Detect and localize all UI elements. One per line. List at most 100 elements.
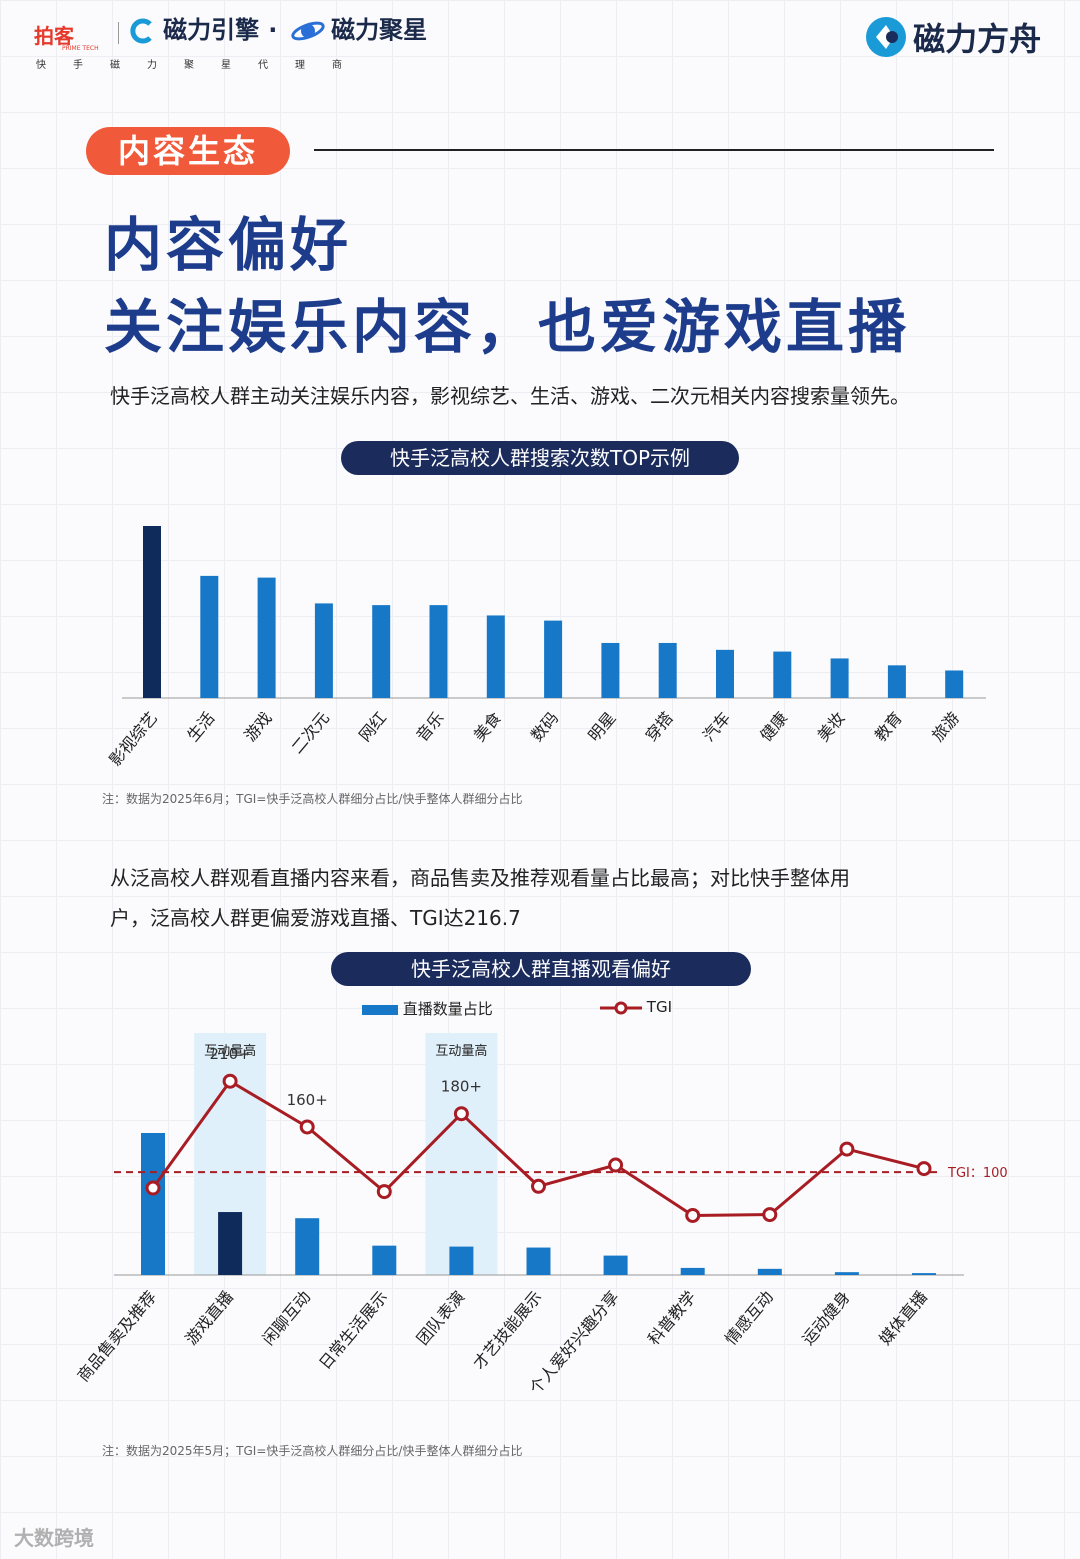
highlight-band-label: 互动量高 — [435, 1043, 487, 1059]
tgi-point-6 — [608, 1157, 624, 1173]
chart1-tick-label: 健康 — [756, 708, 791, 745]
chart1-tick-label: 二次元 — [288, 708, 333, 757]
tgi-point-3 — [376, 1184, 392, 1200]
logo-engine-text: 磁力引擎 — [163, 16, 260, 44]
chart1-tick-label: 美食 — [470, 708, 505, 745]
tgi-point-1 — [222, 1073, 238, 1089]
logo-right: 磁力方舟 — [864, 14, 1041, 60]
chart1-bar-0 — [143, 526, 161, 698]
tgi-point-7 — [685, 1207, 701, 1223]
logo-star: 磁力聚星 — [290, 16, 427, 53]
tgi-annotation-1: 160+ — [287, 1091, 328, 1109]
chart1-bar-12 — [830, 658, 849, 698]
tgi-reference-label: TGI：100 — [947, 1166, 1008, 1181]
chart2-bar-3 — [372, 1245, 397, 1275]
tgi-point-0 — [145, 1180, 161, 1196]
tgi-point-8 — [762, 1207, 778, 1223]
chart2-tick-label: 团队表演 — [413, 1287, 469, 1348]
engine-icon — [130, 18, 152, 44]
chart1-bar-2 — [257, 577, 276, 698]
chart1-note: 注：数据为2025年6月；TGI=快手泛高校人群细分占比/快手整体人群细分占比 — [102, 792, 523, 806]
chart1-tick-label: 旅游 — [928, 708, 963, 745]
chart1-bar-4 — [372, 605, 391, 698]
para2-line1: 从泛高校人群观看直播内容来看，商品售卖及推荐观看量占比最高；对比快手整体用 — [110, 866, 850, 890]
chart2-bar-6 — [603, 1255, 628, 1275]
tgi-point-9 — [839, 1141, 855, 1157]
chart1-tick-label: 影视综艺 — [105, 708, 161, 769]
chart1-bar-14 — [945, 670, 964, 698]
tgi-annotation-2: 180+ — [441, 1078, 482, 1096]
logo-divider — [118, 22, 119, 44]
chart1-tick-label: 穿搭 — [642, 708, 677, 745]
chart2-tick-label: 日常生活展示 — [315, 1287, 391, 1373]
section-divider — [314, 149, 994, 151]
chart2-tick-label: 情感互动 — [721, 1287, 777, 1348]
chart2-tick-label: 游戏直播 — [181, 1287, 237, 1348]
logo-engine: 磁力引擎 · — [128, 16, 277, 53]
chart2-title: 快手泛高校人群直播观看偏好 — [331, 952, 751, 986]
chart1-bar-6 — [486, 615, 505, 698]
intro-paragraph: 快手泛高校人群主动关注娱乐内容，影视综艺、生活、游戏、二次元相关内容搜索量领先。 — [110, 384, 910, 408]
page-title-line2: 关注娱乐内容，也爱游戏直播 — [104, 293, 911, 361]
tagline: 快手磁力聚星代理商 — [36, 60, 369, 71]
highlight-band-1 — [425, 1033, 498, 1275]
chart2-bar-1 — [218, 1212, 243, 1275]
tgi-line — [151, 1079, 925, 1217]
chart2-note: 注：数据为2025年5月；TGI=快手泛高校人群细分占比/快手整体人群细分占比 — [102, 1444, 523, 1458]
chart1-bar-5 — [429, 605, 448, 698]
chart1-tick-label: 明星 — [584, 708, 619, 745]
chart1-bar-9 — [658, 642, 677, 698]
chart1-bar-8 — [601, 642, 620, 698]
tgi-point-5 — [531, 1178, 546, 1194]
logo-separator: · — [268, 16, 278, 44]
logo-pk-brand: 拍客 — [34, 24, 74, 48]
tgi-point-2 — [299, 1119, 315, 1135]
chart2-tick-label: 媒体直播 — [875, 1287, 931, 1348]
para2-line2: 户，泛高校人群更偏爱游戏直播、TGI达216.7 — [110, 906, 521, 930]
tgi-point-4 — [453, 1106, 469, 1122]
logo-right-text: 磁力方舟 — [913, 20, 1042, 58]
legend-bar: 直播数量占比 — [362, 998, 493, 1019]
section-pill: 内容生态 — [86, 127, 290, 175]
logo-star-text: 磁力聚星 — [331, 16, 428, 44]
star-planet-icon — [291, 21, 325, 41]
chart2-bar-9 — [834, 1272, 859, 1275]
chart2-tick-label: 科普教学 — [644, 1287, 700, 1348]
chart2-bar-10 — [912, 1273, 936, 1275]
highlight-band-label: 互动量高 — [204, 1043, 256, 1059]
chart1-tick-label: 汽车 — [699, 708, 734, 745]
chart1-bar-13 — [887, 665, 906, 698]
chart1-tick-label: 游戏 — [241, 708, 276, 745]
logo-pk-sub: PRIME TECH — [62, 45, 99, 52]
legend-line-label: TGI — [646, 998, 672, 1016]
chart1-tick-label: 美妆 — [814, 708, 849, 745]
chart1-tick-label: 数码 — [527, 708, 562, 745]
logo-prime-tech: 拍客 PRIME TECH — [34, 20, 99, 52]
chart2-tick-label: 商品售卖及推荐 — [74, 1287, 161, 1385]
chart1-tick-label: 教育 — [871, 708, 906, 745]
watermark: 大数跨境 — [14, 1526, 94, 1550]
chart2-tick-label: 闲聊互动 — [259, 1287, 315, 1348]
legend-line: TGI — [600, 998, 672, 1016]
chart2-bar-2 — [295, 1218, 320, 1275]
chart2-tick-label: 运动健身 — [798, 1287, 854, 1348]
chart1-bar-7 — [544, 620, 563, 698]
chart1-tick-label: 生活 — [183, 708, 218, 745]
legend-bar-label: 直播数量占比 — [402, 1000, 493, 1018]
chart1-bar-1 — [200, 575, 219, 698]
page-title-line1: 内容偏好 — [104, 211, 353, 279]
tgi-point-10 — [916, 1161, 932, 1177]
chart1-bar-10 — [716, 649, 734, 698]
chart2-bar-8 — [757, 1268, 782, 1275]
chart1-bar-11 — [773, 651, 792, 698]
ark-icon — [866, 17, 906, 57]
chart1-title: 快手泛高校人群搜索次数TOP示例 — [341, 441, 739, 475]
legend-line-swatch — [600, 1001, 642, 1014]
chart1-bar-3 — [314, 603, 333, 698]
chart2-bar-5 — [526, 1247, 551, 1275]
chart1-tick-label: 网红 — [355, 708, 390, 745]
search-bar-chart: 影视综艺 生活 游戏 二次元 网红 音乐 美食 数码 明星 穿搭 汽车 健康 美妆 教育 旅游 — [105, 526, 986, 770]
chart2-bar-7 — [680, 1267, 705, 1275]
legend-bar-swatch — [362, 1004, 398, 1015]
